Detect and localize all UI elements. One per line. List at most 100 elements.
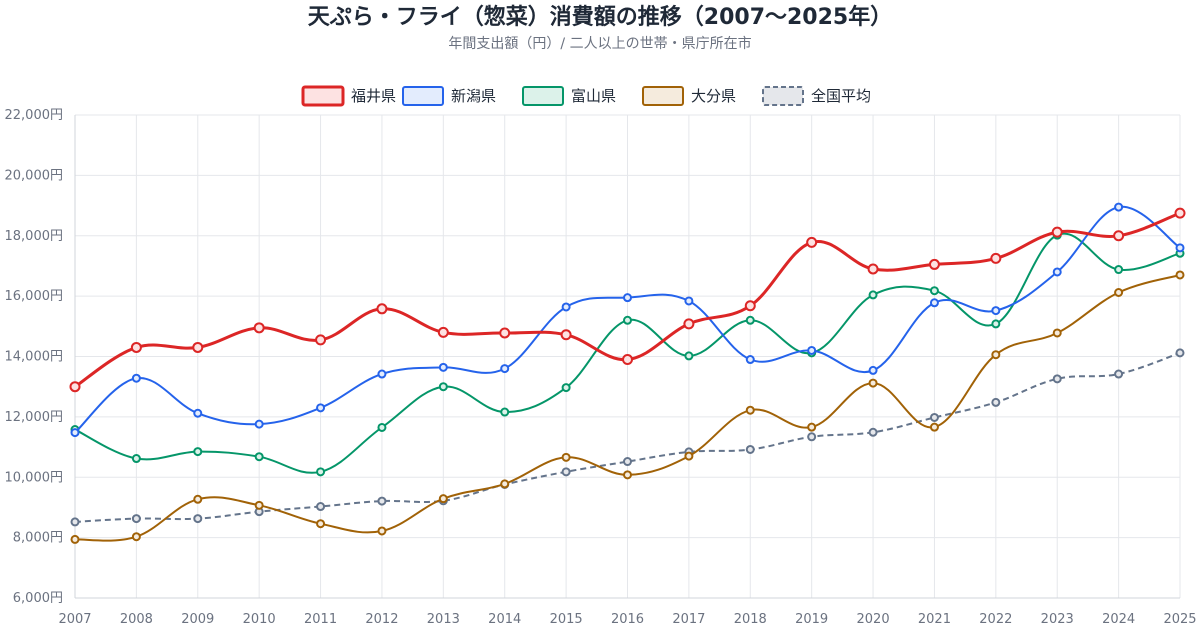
data-point: [131, 373, 141, 383]
x-tick-label: 2011: [304, 612, 337, 627]
data-point: [438, 494, 448, 504]
x-tick-label: 2019: [795, 612, 828, 627]
x-tick-label: 2021: [918, 612, 951, 627]
axes: 6,000円 8,000円 10,000円 12,000円 14,000円 16,000円…: [5, 108, 1197, 627]
data-point: [377, 369, 387, 379]
legend-swatch: [642, 86, 684, 106]
data-point: [316, 519, 326, 529]
data-point: [744, 300, 756, 312]
data-point: [254, 419, 264, 429]
x-tick-label: 2014: [488, 612, 521, 627]
data-point: [1114, 265, 1124, 275]
data-point: [69, 381, 81, 393]
data-point: [990, 252, 1002, 264]
data-point: [193, 447, 203, 457]
y-tick-label: 10,000円: [5, 470, 64, 485]
data-point: [253, 322, 265, 334]
legend-swatch: [402, 86, 444, 106]
data-point: [500, 479, 510, 489]
legend: 福井県 新潟県 富山県 大分県 全国平均: [301, 85, 871, 107]
x-tick-label: 2008: [120, 612, 153, 627]
chart-title: 天ぷら・フライ（惣菜）消費額の推移（2007〜2025年）: [308, 4, 892, 30]
data-point: [438, 362, 448, 372]
data-point: [867, 263, 879, 275]
y-tick-label: 14,000円: [5, 350, 64, 365]
data-point: [254, 500, 264, 510]
data-point: [316, 403, 326, 413]
data-point: [1052, 328, 1062, 338]
data-point: [377, 496, 387, 506]
data-point: [561, 383, 571, 393]
x-tick-label: 2022: [979, 612, 1012, 627]
legend-item: 新潟県: [402, 86, 496, 106]
data-point: [193, 494, 203, 504]
data-point: [376, 303, 388, 315]
data-point: [1051, 226, 1063, 238]
data-point: [991, 350, 1001, 360]
data-point: [745, 355, 755, 365]
data-point: [623, 315, 632, 325]
data-point: [499, 327, 511, 339]
data-point: [1175, 270, 1185, 280]
data-point: [561, 452, 571, 462]
legend-label: 新潟県: [451, 87, 496, 105]
x-tick-label: 2015: [550, 612, 583, 627]
data-point: [1052, 374, 1062, 384]
legend-label: 富山県: [571, 87, 616, 105]
y-tick-label: 22,000円: [5, 108, 64, 123]
data-point: [745, 444, 755, 454]
data-point: [316, 467, 326, 477]
data-point: [437, 326, 449, 338]
series-0: [69, 207, 1186, 393]
legend-swatch: [301, 85, 345, 107]
data-point: [1114, 288, 1124, 298]
data-point: [745, 315, 755, 325]
data-point: [70, 428, 80, 438]
series-group: [69, 202, 1186, 544]
series-1: [70, 202, 1185, 438]
x-tick-label: 2024: [1102, 612, 1135, 627]
chart-subtitle: 年間支出額（円）/ 二人以上の世帯・県庁所在市: [448, 35, 751, 52]
data-point: [991, 397, 1001, 407]
x-tick-label: 2018: [734, 612, 767, 627]
data-point: [622, 354, 633, 366]
x-tick-label: 2025: [1163, 612, 1196, 627]
data-point: [561, 467, 571, 477]
data-point: [193, 408, 203, 418]
data-point: [70, 517, 80, 527]
data-point: [561, 302, 571, 312]
legend-item: 福井県: [301, 85, 396, 107]
data-point: [991, 306, 1001, 316]
data-point: [500, 407, 510, 417]
x-tick-label: 2012: [365, 612, 398, 627]
series-line: [74, 232, 1181, 474]
data-point: [929, 422, 939, 432]
data-point: [745, 405, 755, 415]
data-point: [1175, 348, 1185, 358]
y-tick-label: 8,000円: [13, 531, 63, 546]
data-point: [683, 318, 695, 330]
x-tick-label: 2017: [672, 612, 705, 627]
data-point: [315, 334, 327, 346]
series-2: [70, 230, 1185, 477]
data-point: [623, 457, 632, 467]
data-point: [131, 454, 141, 464]
data-point: [806, 236, 818, 248]
data-point: [868, 427, 878, 437]
series-3: [70, 270, 1185, 544]
data-point: [807, 345, 817, 355]
x-tick-label: 2010: [243, 612, 276, 627]
data-point: [684, 351, 694, 361]
data-point: [1175, 243, 1185, 253]
data-point: [560, 329, 572, 341]
data-point: [928, 258, 940, 270]
legend-label: 大分県: [691, 87, 736, 105]
data-point: [623, 293, 632, 303]
data-point: [929, 298, 939, 308]
data-point: [377, 526, 387, 536]
x-tick-label: 2020: [857, 612, 890, 627]
legend-item: 大分県: [642, 86, 736, 106]
data-point: [868, 378, 878, 388]
data-point: [131, 514, 141, 524]
